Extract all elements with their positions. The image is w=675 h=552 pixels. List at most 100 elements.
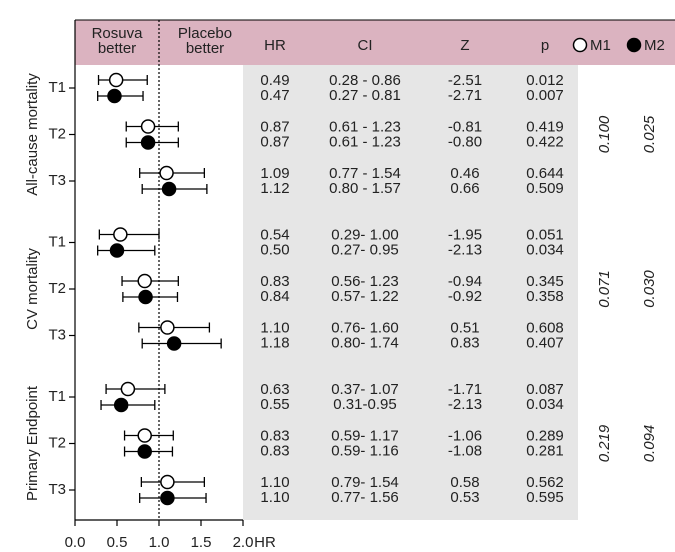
ci-value: 0.77 - 1.54 <box>329 165 401 182</box>
hr-value: 0.83 <box>260 442 289 459</box>
hr-value: 0.50 <box>260 241 289 258</box>
hr-point <box>160 320 175 335</box>
legend-label: M1 <box>590 37 611 54</box>
z-value: -2.51 <box>448 72 482 89</box>
hr-value: 1.10 <box>260 474 289 491</box>
trial-label: T3 <box>48 481 66 498</box>
hr-value: 0.54 <box>260 226 289 243</box>
z-value: -0.94 <box>448 273 482 290</box>
hr-value: 0.47 <box>260 87 289 104</box>
p-value: 0.087 <box>526 381 564 398</box>
p-value: 0.289 <box>526 427 564 444</box>
hr-value: 0.83 <box>260 427 289 444</box>
z-value: 0.51 <box>450 319 479 336</box>
p-value: 0.034 <box>526 396 564 413</box>
p-value: 0.007 <box>526 87 564 104</box>
p-value: 0.407 <box>526 334 564 351</box>
hr-point <box>140 119 156 134</box>
pooled-p: 0.025 <box>641 115 658 153</box>
hr-point <box>138 289 153 305</box>
group-label: Primary Endpoint <box>24 385 41 501</box>
hr-point <box>107 88 122 104</box>
hr-point <box>160 474 175 490</box>
x-tick-label: 0.0 <box>65 534 86 551</box>
ci-value: 0.27- 0.95 <box>331 241 399 258</box>
hr-value: 0.63 <box>260 381 289 398</box>
z-value: -1.08 <box>448 442 482 459</box>
z-value: 0.83 <box>450 334 479 351</box>
group-label: CV mortality <box>24 248 41 330</box>
z-value: -1.71 <box>448 381 482 398</box>
hr-value: 0.87 <box>260 133 289 150</box>
trial-label: T1 <box>48 79 66 96</box>
hr-point <box>161 181 177 197</box>
hr-value: 0.83 <box>260 273 289 290</box>
p-value: 0.345 <box>526 273 564 290</box>
p-value: 0.595 <box>526 489 564 506</box>
x-tick-label: 1.0 <box>149 534 170 551</box>
ci-value: 0.29- 1.00 <box>331 226 399 243</box>
column-header: CI <box>358 37 373 54</box>
hr-point <box>159 165 174 181</box>
favor-left-label: better <box>98 40 136 57</box>
pooled-p: 0.071 <box>596 270 613 308</box>
x-tick-label: 2.0 <box>233 534 254 551</box>
p-value: 0.419 <box>526 118 564 135</box>
trial-label: T2 <box>48 434 66 451</box>
pooled-p: 0.100 <box>596 115 613 153</box>
ci-value: 0.37- 1.07 <box>331 381 399 398</box>
favor-right-label: better <box>186 40 224 57</box>
ci-value: 0.27 - 0.81 <box>329 87 401 104</box>
x-tick-label: 0.5 <box>107 534 128 551</box>
p-value: 0.358 <box>526 288 564 305</box>
trial-label: T2 <box>48 125 66 142</box>
p-value: 0.562 <box>526 474 564 491</box>
trial-label: T3 <box>48 326 66 343</box>
column-header: p <box>541 37 549 54</box>
ci-value: 0.61 - 1.23 <box>329 118 401 135</box>
hr-value: 0.49 <box>260 72 289 89</box>
favor-right-label: Placebo <box>178 25 232 42</box>
hr-value: 1.09 <box>260 165 289 182</box>
hr-point <box>113 227 128 242</box>
hr-value: 1.10 <box>260 489 289 506</box>
table-background <box>243 65 578 520</box>
z-value: 0.53 <box>450 489 479 506</box>
hr-point <box>109 243 125 258</box>
ci-value: 0.80 - 1.57 <box>329 180 401 197</box>
x-axis-label: HR <box>254 534 276 551</box>
pooled-p: 0.094 <box>641 425 658 463</box>
p-value: 0.034 <box>526 241 564 258</box>
z-value: -0.92 <box>448 288 482 305</box>
hr-point <box>108 72 124 88</box>
trial-label: T3 <box>48 172 66 189</box>
hr-point <box>137 273 152 289</box>
hr-point <box>140 135 156 150</box>
z-value: -2.13 <box>448 241 482 258</box>
z-value: -2.13 <box>448 396 482 413</box>
hr-point <box>120 381 136 397</box>
pooled-p: 0.219 <box>596 424 613 462</box>
z-value: 0.58 <box>450 474 479 491</box>
ci-value: 0.59- 1.16 <box>331 442 399 459</box>
z-value: 0.46 <box>450 165 479 182</box>
ci-value: 0.76- 1.60 <box>331 319 399 336</box>
p-value: 0.012 <box>526 72 564 89</box>
p-value: 0.281 <box>526 442 564 459</box>
p-value: 0.608 <box>526 319 564 336</box>
trial-label: T1 <box>48 233 66 250</box>
trial-label: T2 <box>48 280 66 297</box>
trial-label: T1 <box>48 388 66 405</box>
hr-value: 1.18 <box>260 334 289 351</box>
z-value: -1.95 <box>448 226 482 243</box>
z-value: -0.81 <box>448 118 482 135</box>
ci-value: 0.79- 1.54 <box>331 474 399 491</box>
ci-value: 0.61 - 1.23 <box>329 133 401 150</box>
z-value: 0.66 <box>450 180 479 197</box>
legend-label: M2 <box>644 37 665 54</box>
hr-value: 0.87 <box>260 118 289 135</box>
column-header: HR <box>264 37 286 54</box>
hr-point <box>113 397 129 413</box>
hr-point <box>166 336 182 351</box>
